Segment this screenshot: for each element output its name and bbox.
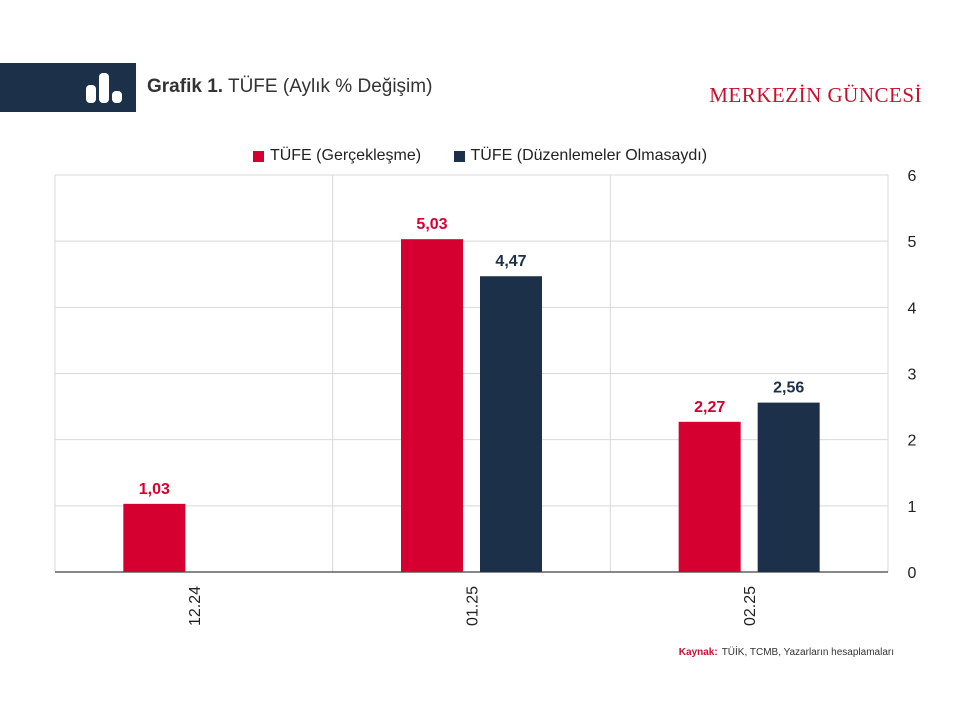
y-tick-label-1: 1: [908, 499, 917, 516]
title-text: TÜFE (Aylık % Değişim): [227, 76, 433, 97]
y-tick-label-2: 2: [908, 433, 917, 450]
data-label-1-02.25: 2,56: [773, 380, 804, 397]
legend-label-actual: TÜFE (Gerçekleşme): [269, 147, 422, 164]
data-label-1-01.25: 4,47: [495, 253, 526, 270]
bar-chart-icon: [86, 73, 122, 103]
legend-item-actual: TÜFE (Gerçekleşme): [252, 147, 422, 165]
x-tick-label-01.25: 01.25: [465, 586, 482, 626]
brand-logo: MERKEZİN GÜNCESİ: [709, 83, 922, 107]
chart-title: Grafik 1. TÜFE (Aylık % Değişim): [147, 76, 432, 98]
title-number: Grafik 1.: [147, 76, 224, 97]
y-tick-label-0: 0: [908, 565, 917, 582]
bar-0-01.25: [401, 239, 463, 572]
x-tick-label-12.24: 12.24: [187, 586, 204, 626]
bar-0-02.25: [678, 421, 741, 572]
header-band: [0, 63, 136, 112]
legend-swatch-adjusted: [453, 150, 465, 162]
y-tick-label-3: 3: [908, 367, 917, 384]
y-tick-label-5: 5: [908, 234, 917, 251]
bar-0-12.24: [123, 503, 186, 572]
legend-item-adjusted: TÜFE (Düzenlemeler Olmasaydı): [453, 147, 708, 165]
source-label: Kaynak:: [678, 647, 718, 658]
bar-1-02.25: [757, 402, 820, 572]
legend: TÜFE (Gerçekleşme) TÜFE (Düzenlemeler Ol…: [0, 147, 960, 167]
data-label-0-01.25: 5,03: [416, 216, 447, 233]
data-label-0-02.25: 2,27: [694, 399, 725, 416]
source-note: Kaynak: TÜİK, TCMB, Yazarların hesaplamal…: [679, 647, 894, 658]
bar-1-01.25: [480, 276, 542, 572]
legend-swatch-actual: [252, 150, 264, 162]
data-label-0-12.24: 1,03: [139, 481, 170, 498]
x-tick-label-02.25: 02.25: [742, 586, 759, 626]
legend-label-adjusted: TÜFE (Düzenlemeler Olmasaydı): [470, 147, 708, 164]
source-text: TÜİK, TCMB, Yazarların hesaplamaları: [721, 647, 894, 658]
y-tick-label-4: 4: [908, 300, 917, 317]
y-tick-label-6: 6: [908, 168, 917, 185]
